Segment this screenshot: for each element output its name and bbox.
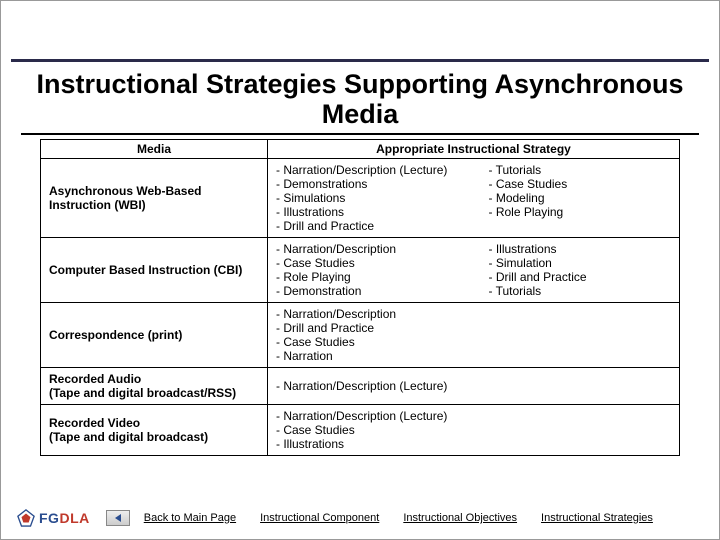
list-item: - Drill and Practice [276, 321, 671, 335]
list-item: - Case Studies [276, 256, 459, 270]
list-item: - Narration/Description (Lecture) [276, 409, 671, 423]
list-item: - Demonstration [276, 284, 459, 298]
list-item: - Demonstrations [276, 177, 459, 191]
list-item: - Drill and Practice [276, 219, 459, 233]
list-item: - Illustrations [276, 437, 671, 451]
page-title: Instructional Strategies Supporting Asyn… [21, 70, 699, 135]
list-item: - Case Studies [276, 335, 671, 349]
table-row: Computer Based Instruction (CBI)- Narrat… [41, 238, 680, 303]
link-component[interactable]: Instructional Component [260, 512, 379, 524]
list-item: - Case Studies [489, 177, 672, 191]
strategies-table: Media Appropriate Instructional Strategy… [40, 139, 680, 456]
logo-text: FGDLA [39, 510, 90, 526]
list-item: - Illustrations [276, 205, 459, 219]
list-item: - Narration/Description [276, 307, 671, 321]
list-item: - Tutorials [489, 163, 672, 177]
list-item: - Simulation [489, 256, 672, 270]
media-cell: Recorded Video(Tape and digital broadcas… [41, 405, 268, 456]
logo: FGDLA [17, 509, 90, 527]
list-item: - Narration [276, 349, 671, 363]
footer-links: Back to Main Page Instructional Componen… [144, 512, 703, 524]
list-item: - Narration/Description (Lecture) [276, 379, 671, 393]
list-item: - Drill and Practice [489, 270, 672, 284]
list-item: - Modeling [489, 191, 672, 205]
list-item: - Role Playing [489, 205, 672, 219]
media-cell: Computer Based Instruction (CBI) [41, 238, 268, 303]
strategy-cell: - Narration/Description (Lecture) [268, 368, 680, 405]
footer: FGDLA Back to Main Page Instructional Co… [1, 509, 719, 527]
table-row: Correspondence (print)- Narration/Descri… [41, 303, 680, 368]
list-item: - Illustrations [489, 242, 672, 256]
list-item: - Narration/Description [276, 242, 459, 256]
list-item: - Role Playing [276, 270, 459, 284]
strategy-cell: - Narration/Description- Case Studies- R… [268, 238, 680, 303]
media-cell: Asynchronous Web-Based Instruction (WBI) [41, 159, 268, 238]
list-item: - Narration/Description (Lecture) [276, 163, 459, 177]
col-strategy: Appropriate Instructional Strategy [268, 140, 680, 159]
link-objectives[interactable]: Instructional Objectives [403, 512, 517, 524]
list-item: - Simulations [276, 191, 459, 205]
link-main[interactable]: Back to Main Page [144, 512, 236, 524]
col-media: Media [41, 140, 268, 159]
media-cell: Recorded Audio(Tape and digital broadcas… [41, 368, 268, 405]
strategy-cell: - Narration/Description (Lecture)- Case … [268, 405, 680, 456]
media-cell: Correspondence (print) [41, 303, 268, 368]
list-item: - Case Studies [276, 423, 671, 437]
table-row: Asynchronous Web-Based Instruction (WBI)… [41, 159, 680, 238]
link-strategies[interactable]: Instructional Strategies [541, 512, 653, 524]
list-item: - Tutorials [489, 284, 672, 298]
table-row: Recorded Video(Tape and digital broadcas… [41, 405, 680, 456]
header-rule [11, 11, 709, 62]
table-row: Recorded Audio(Tape and digital broadcas… [41, 368, 680, 405]
strategy-cell: - Narration/Description (Lecture)- Demon… [268, 159, 680, 238]
back-arrow-icon[interactable] [106, 510, 130, 526]
pentagon-icon [17, 509, 35, 527]
strategy-cell: - Narration/Description- Drill and Pract… [268, 303, 680, 368]
